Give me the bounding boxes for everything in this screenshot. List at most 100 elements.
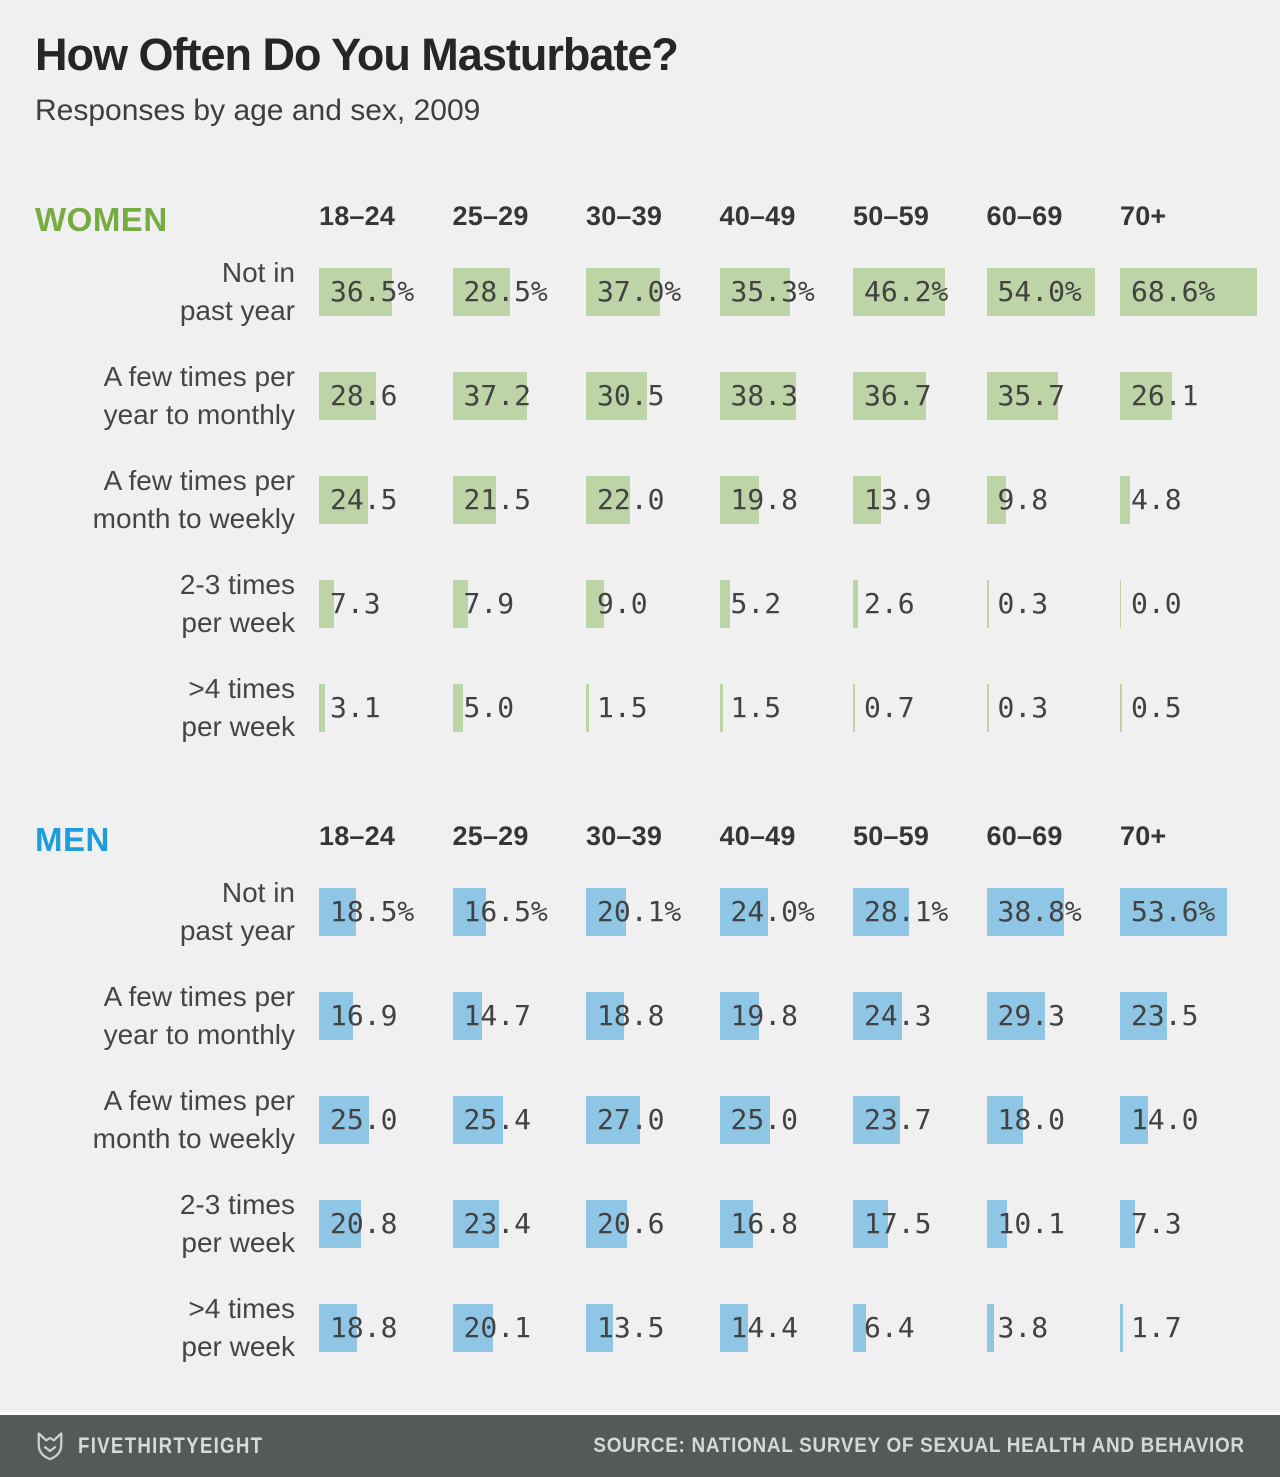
bar-cell: 37.2 — [452, 372, 587, 476]
frequency-row-4-times-per-week: >4 times per week 3.1 5.0 1.5 1.5 0.7 0.3 0.5 — [0, 673, 1280, 788]
section-label-cell: WOMEN — [0, 201, 319, 239]
value-bar — [1120, 992, 1167, 1041]
section-header-women: WOMEN 18–24 25–29 30–39 40–49 50–59 60–69 70+ — [0, 201, 1280, 268]
bar-cell: 16.9 — [319, 992, 453, 1096]
bar-cell: 7.3 — [1120, 1200, 1254, 1304]
row-label-not-in-past-year: Not in past year — [180, 874, 295, 950]
value-label: 25.0 — [730, 1103, 798, 1137]
value-label: 25.0 — [330, 1103, 398, 1137]
value-bar — [853, 580, 859, 629]
value-bar — [719, 580, 730, 629]
bar-cell: 24.3 — [853, 992, 987, 1096]
value-bar — [319, 268, 392, 317]
value-bar — [986, 1200, 1007, 1249]
bar-cell: 0.7 — [853, 684, 987, 788]
value-label: 1.5 — [597, 691, 648, 725]
bar-cell: 6.4 — [853, 1304, 987, 1408]
value-bar — [586, 580, 604, 629]
value-label: 54.0% — [997, 275, 1082, 309]
value-bar — [1120, 580, 1121, 629]
value-bar — [452, 1200, 500, 1249]
row-label-cell: A few times per month to weekly — [0, 1085, 319, 1200]
row-label-cell: 2-3 times per week — [0, 569, 319, 684]
row-label-cell: A few times per month to weekly — [0, 465, 319, 580]
frequency-row-a-few-times-per-year-to-monthly: A few times per year to monthly 28.6 37.2 30… — [0, 361, 1280, 476]
bar-cell: 0.5 — [1120, 684, 1254, 788]
value-bar — [319, 1304, 357, 1353]
bar-cell: 19.8 — [719, 476, 854, 580]
value-bar — [586, 268, 660, 317]
value-label: 5.2 — [730, 587, 782, 621]
bar-cell: 5.2 — [719, 580, 854, 684]
bar-cell: 35.3% — [719, 268, 854, 372]
bar-cell: 0.3 — [986, 684, 1121, 788]
value-label: 3.8 — [997, 1311, 1049, 1345]
value-bar — [719, 684, 723, 733]
row-label-line: month to weekly — [92, 503, 295, 535]
value-label: 37.0% — [597, 275, 682, 309]
bar-cell: 1.5 — [586, 684, 720, 788]
value-label: 0.0 — [1131, 587, 1182, 621]
bar-cell: 24.0% — [719, 888, 854, 992]
brand: FIVETHIRTYEIGHT — [35, 1431, 296, 1461]
value-bar — [1120, 372, 1173, 421]
bar-cell: 22.0 — [586, 476, 720, 580]
bar-cell: 13.9 — [853, 476, 987, 580]
value-bar — [319, 372, 377, 421]
value-label: 18.8 — [597, 999, 665, 1033]
bar-cell: 5.0 — [452, 684, 587, 788]
value-label: 35.3% — [730, 275, 815, 309]
value-label: 7.3 — [1131, 1207, 1182, 1241]
value-bar — [586, 888, 627, 937]
row-label-line: >4 times — [188, 1293, 295, 1325]
bar-cell: 2.6 — [853, 580, 987, 684]
row-label-cell: Not in past year — [0, 877, 319, 992]
value-bar — [452, 476, 496, 525]
bar-cell: 18.8 — [586, 992, 720, 1096]
value-bar — [319, 1200, 361, 1249]
value-bar — [586, 1200, 628, 1249]
value-label: 14.7 — [463, 999, 531, 1033]
age-column-header-30-39: 30–39 — [586, 821, 663, 852]
value-bar — [853, 1304, 866, 1353]
bar-cell: 23.4 — [452, 1200, 587, 1304]
value-label: 6.4 — [864, 1311, 915, 1345]
bar-cell: 17.5 — [853, 1200, 987, 1304]
value-bar — [986, 268, 1095, 317]
bar-cell: 9.8 — [986, 476, 1121, 580]
bar-cell: 38.3 — [719, 372, 854, 476]
value-bar — [586, 476, 630, 525]
row-label-2-3-times-per-week: 2-3 times per week — [180, 566, 295, 642]
age-column-header-40-49: 40–49 — [719, 821, 796, 852]
value-bar — [986, 888, 1065, 937]
value-label: 21.5 — [463, 483, 531, 517]
value-label: 13.5 — [597, 1311, 665, 1345]
value-label: 23.5 — [1131, 999, 1199, 1033]
value-bar — [853, 992, 902, 1041]
age-column-header-70: 70+ — [1120, 821, 1167, 852]
age-column-header-18-24: 18–24 — [319, 821, 396, 852]
age-column-header-70: 70+ — [1120, 201, 1167, 232]
bar-cell: 18.8 — [319, 1304, 453, 1408]
frequency-row-2-3-times-per-week: 2-3 times per week 7.3 7.9 9.0 5.2 2.6 0.3 0.0 — [0, 569, 1280, 684]
value-bar — [1120, 476, 1130, 525]
bar-cell: 1.5 — [719, 684, 854, 788]
row-label-line: >4 times — [188, 673, 295, 705]
row-label-line: A few times per — [103, 465, 295, 497]
value-bar — [986, 1096, 1023, 1145]
bar-cell: 25.0 — [319, 1096, 453, 1200]
age-column-header-50-59: 50–59 — [853, 821, 930, 852]
value-bar — [1120, 1200, 1135, 1249]
value-bar — [853, 476, 881, 525]
chart-subtitle: Responses by age and sex, 2009 — [35, 94, 481, 128]
age-column-header-60-69: 60–69 — [986, 201, 1063, 232]
value-bar — [853, 372, 927, 421]
value-label: 0.3 — [997, 587, 1049, 621]
row-label-line: Not in — [221, 257, 295, 289]
bar-cell: 1.7 — [1120, 1304, 1254, 1408]
value-label: 5.0 — [463, 691, 515, 725]
age-column-header-18-24: 18–24 — [319, 201, 396, 232]
value-label: 7.3 — [330, 587, 381, 621]
value-bar — [1120, 684, 1122, 733]
row-label-4-times-per-week: >4 times per week — [181, 670, 295, 746]
